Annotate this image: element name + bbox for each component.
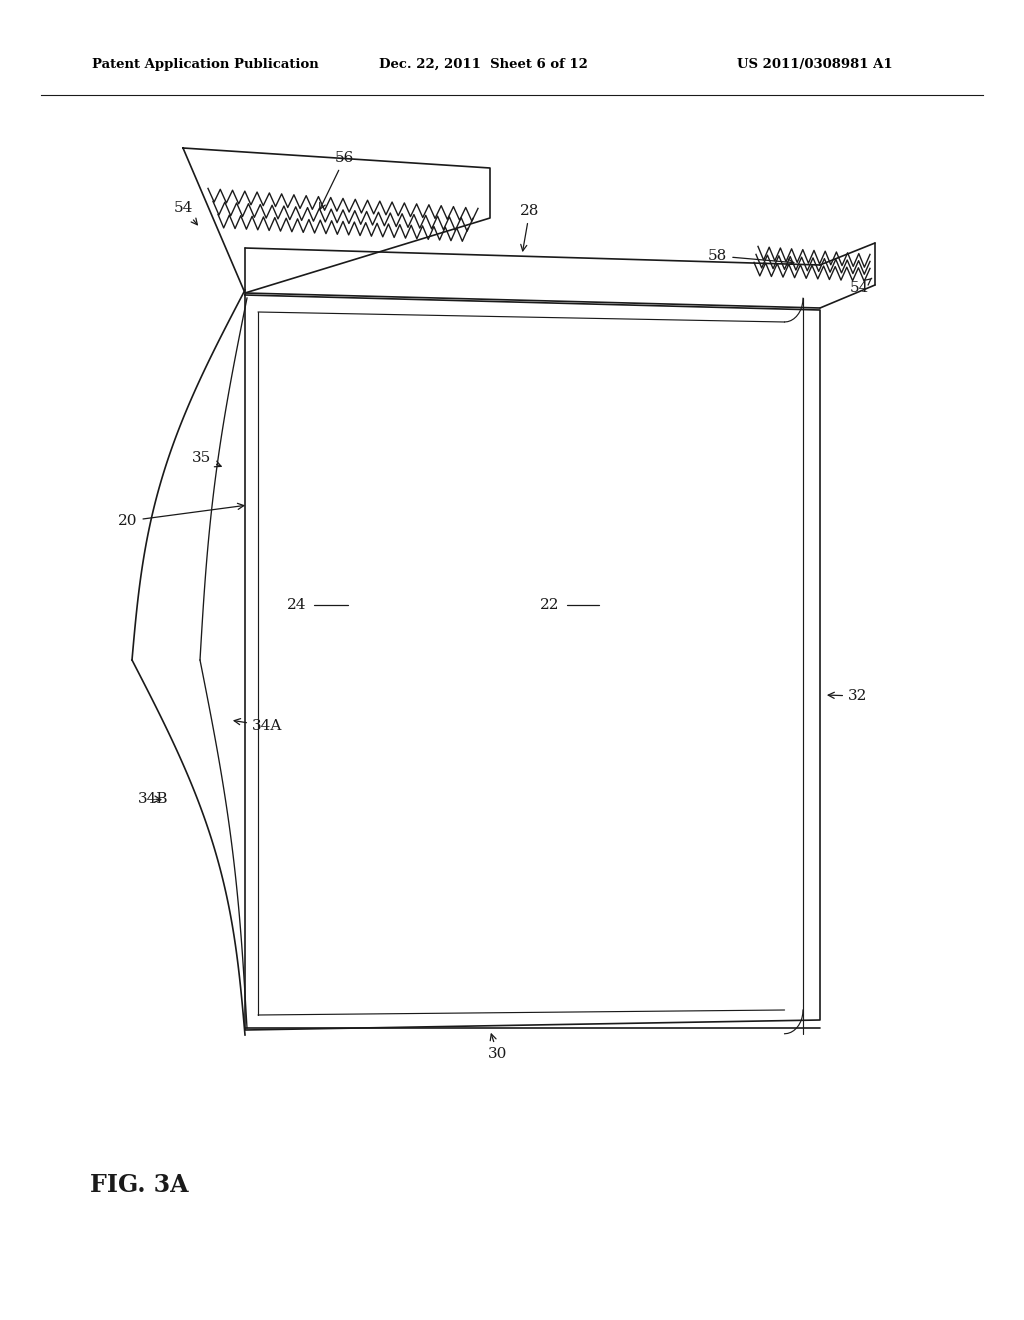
- Text: 20: 20: [118, 503, 244, 528]
- Text: 32: 32: [828, 689, 867, 704]
- Text: 34A: 34A: [234, 718, 283, 733]
- Text: 35: 35: [193, 451, 221, 467]
- Text: 24: 24: [287, 598, 306, 612]
- Text: US 2011/0308981 A1: US 2011/0308981 A1: [737, 58, 893, 71]
- Text: 56: 56: [319, 150, 354, 210]
- Text: FIG. 3A: FIG. 3A: [90, 1173, 188, 1197]
- Text: Patent Application Publication: Patent Application Publication: [92, 58, 318, 71]
- Text: 34B: 34B: [138, 792, 169, 807]
- Text: 30: 30: [488, 1034, 507, 1061]
- Text: 22: 22: [540, 598, 559, 612]
- Text: 58: 58: [708, 249, 794, 265]
- Text: 54: 54: [174, 201, 198, 224]
- Text: 54: 54: [850, 279, 871, 294]
- Text: 28: 28: [520, 205, 540, 251]
- Text: Dec. 22, 2011  Sheet 6 of 12: Dec. 22, 2011 Sheet 6 of 12: [379, 58, 588, 71]
